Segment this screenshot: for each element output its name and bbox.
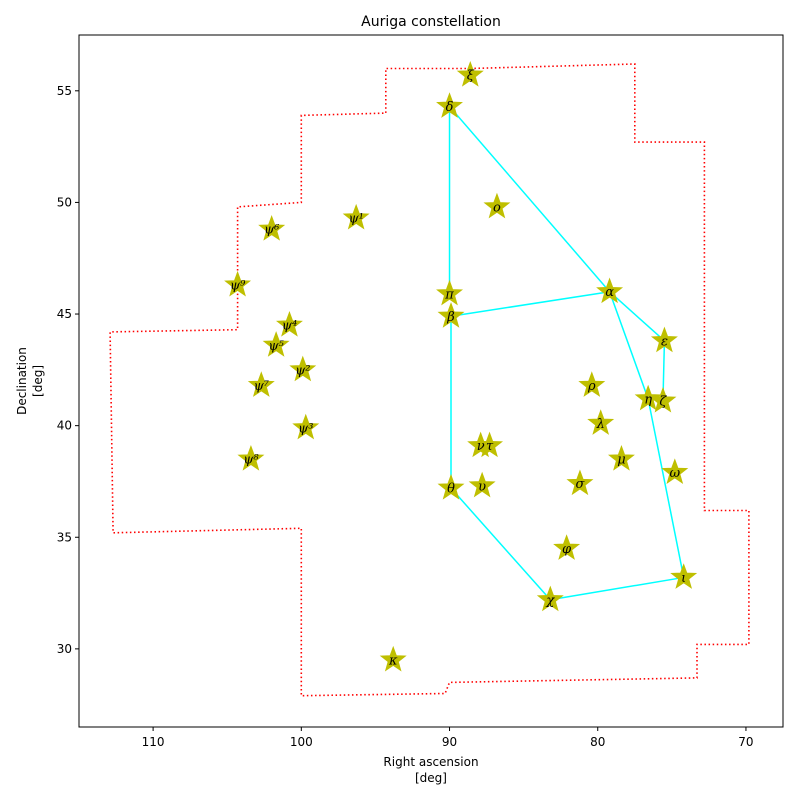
star-marker: [436, 279, 463, 306]
star-marker: [289, 355, 317, 382]
star-marker: [566, 469, 594, 496]
x-tick-label: 90: [442, 735, 457, 749]
star-label: ψ⁷: [254, 379, 270, 394]
star-label: μ: [617, 453, 625, 468]
star-marker: [379, 645, 407, 672]
star-marker: [670, 563, 698, 589]
star-marker: [587, 409, 615, 435]
chart-title: Auriga constellation: [361, 14, 501, 30]
star-marker: [634, 384, 662, 411]
star-label: ε: [661, 334, 668, 349]
constellation-line: [450, 487, 551, 601]
constellation-line: [647, 398, 685, 578]
star-label: χ: [545, 593, 555, 608]
star-marker: [437, 473, 465, 500]
star-label: α: [605, 285, 614, 300]
star-marker: [468, 471, 496, 498]
star-label: ψ⁶: [264, 223, 279, 238]
star-label: τ: [486, 439, 494, 454]
star-label: ψ¹: [348, 212, 363, 227]
y-axis: 30 35 40 45 50 55: [57, 84, 79, 656]
star-label: η: [644, 392, 652, 407]
star-label: υ: [478, 479, 486, 494]
star-label: ψ⁸: [243, 453, 259, 468]
star-label: κ: [388, 654, 398, 669]
star-label: ν: [477, 439, 485, 454]
star-marker: [578, 371, 606, 397]
star-label: π: [444, 287, 454, 302]
constellation-line: [609, 291, 665, 342]
star-marker: [342, 203, 370, 230]
star-marker: [596, 277, 624, 304]
axes-frame: [78, 34, 784, 728]
y-tick-label: 40: [57, 419, 72, 433]
star-label: ι: [681, 571, 686, 586]
star-marker: [476, 431, 504, 458]
constellation-line: [608, 291, 649, 400]
star-marker: [292, 413, 320, 440]
x-tick-label: 70: [738, 735, 753, 749]
star-label: ρ: [587, 379, 596, 394]
star-label: ξ: [467, 69, 475, 84]
star-marker: [262, 331, 290, 357]
star-label: ψ²: [295, 363, 310, 378]
constellation-line: [450, 290, 610, 318]
x-tick-label: 100: [290, 735, 313, 749]
constellation-line: [550, 576, 684, 601]
star-label: λ: [596, 417, 605, 432]
star-label: ω: [670, 466, 681, 481]
x-tick-label: 80: [590, 735, 605, 749]
x-axis-label: Right ascension [deg]: [383, 755, 478, 785]
star-label: ψ⁴: [282, 319, 297, 334]
plot-area: ξ δ ο ψ¹ ψ⁶ ψ⁹ π α β ψ⁴ ε ψ⁵ ψ² ρ ψ⁷ η ζ λ ψ³ ν τ ψ⁸ μ ω υ σ θ φ ι χ κ: [109, 61, 750, 697]
star-marker: [247, 371, 275, 397]
y-axis-label: Declination [deg]: [15, 347, 45, 415]
star-marker: [649, 386, 677, 413]
star-label: β: [446, 310, 455, 325]
star-label: θ: [447, 482, 455, 497]
star-marker: [224, 270, 252, 297]
y-tick-label: 45: [57, 307, 72, 321]
star-marker: [436, 92, 463, 118]
star-marker: [607, 444, 635, 471]
y-tick-label: 35: [57, 530, 72, 544]
y-tick-label: 30: [57, 642, 72, 656]
x-tick-label: 110: [142, 735, 165, 749]
star-label: ψ³: [298, 421, 313, 436]
star-marker: [258, 215, 286, 241]
constellation-line: [448, 105, 611, 293]
star-marker: [553, 534, 581, 560]
star-label: δ: [446, 100, 454, 115]
star-marker: [456, 61, 484, 87]
star-label: φ: [562, 542, 572, 557]
star-marker: [650, 326, 678, 353]
star-marker: [483, 192, 511, 219]
star-label: ψ⁵: [268, 339, 284, 354]
star-label: ψ⁹: [230, 279, 246, 294]
x-axis: 110 100 90 80 70: [142, 727, 754, 749]
constellation-boundary: [109, 63, 750, 697]
star-label: σ: [576, 477, 586, 492]
star-marker: [237, 444, 265, 471]
star-marker: [661, 458, 689, 484]
star-label: ζ: [659, 395, 667, 410]
star-marker: [536, 585, 564, 612]
star-marker: [275, 311, 303, 337]
star-label: ο: [493, 200, 501, 215]
star-marker: [437, 302, 465, 328]
y-tick-label: 55: [57, 84, 72, 98]
y-tick-label: 50: [57, 195, 72, 209]
